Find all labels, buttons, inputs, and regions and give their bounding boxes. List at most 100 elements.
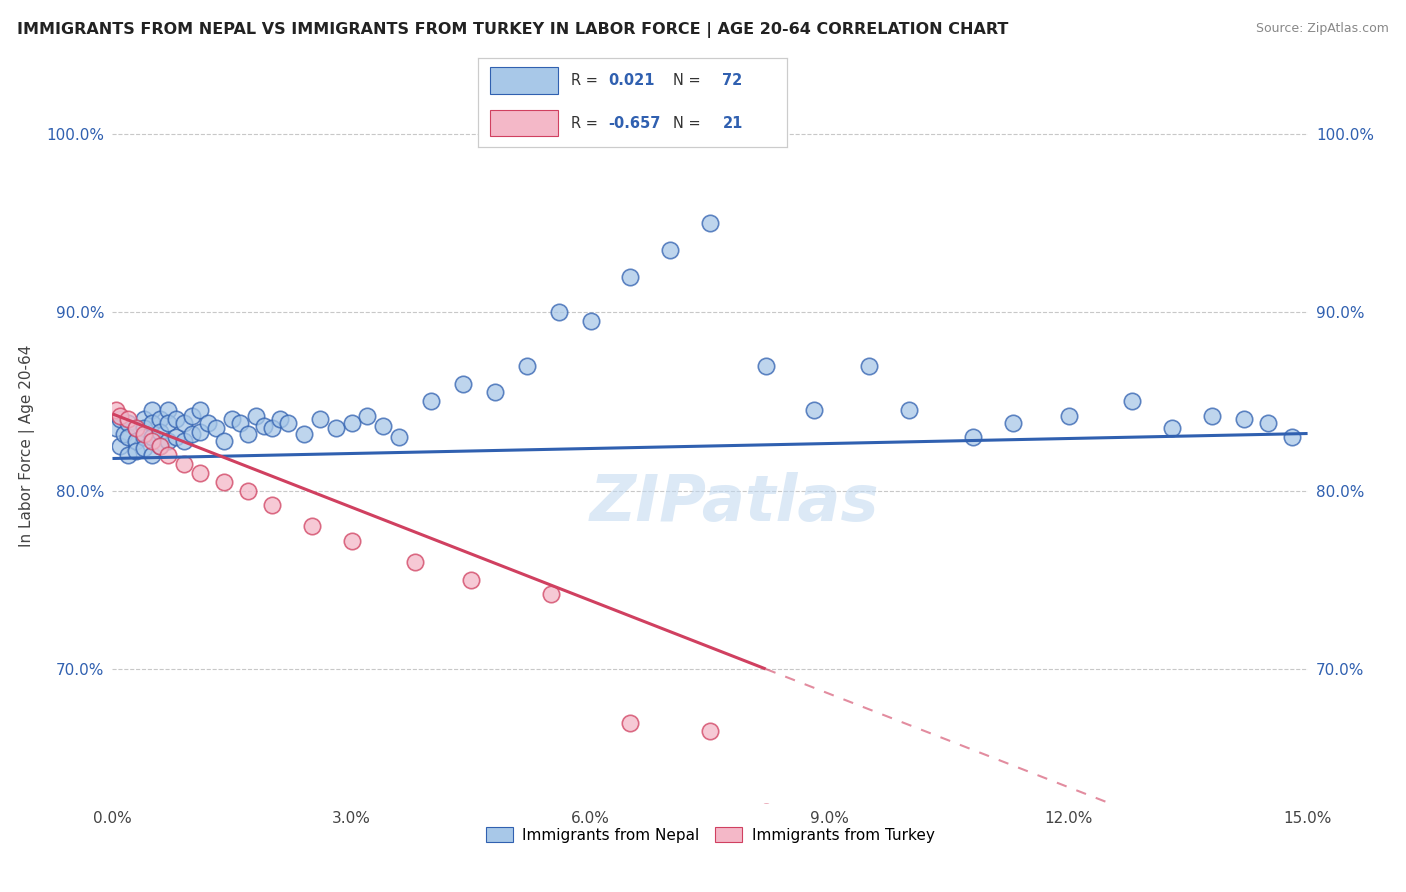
Point [388,430,411,444]
Point [1161,421,1184,435]
Point [1201,409,1223,423]
Point [149,439,172,453]
Text: 21: 21 [723,116,742,130]
Point [619,269,641,284]
Point [962,430,984,444]
Point [125,421,148,435]
Point [858,359,880,373]
Point [1281,430,1303,444]
Bar [491,67,558,94]
Point [540,587,562,601]
Text: R =: R = [571,116,598,130]
Text: 0.021: 0.021 [607,73,654,87]
Point [659,243,682,257]
Text: R =: R = [571,73,598,87]
Point [134,430,156,444]
Point [157,403,180,417]
Point [157,434,180,448]
Point [460,573,482,587]
Point [114,426,135,441]
Point [117,430,139,444]
Point [141,416,163,430]
Point [141,430,163,444]
Text: Source: ZipAtlas.com: Source: ZipAtlas.com [1256,22,1389,36]
Point [165,412,187,426]
Point [579,314,602,328]
Point [205,421,228,435]
Legend: Immigrants from Nepal, Immigrants from Turkey: Immigrants from Nepal, Immigrants from T… [479,821,941,848]
Point [134,412,156,426]
Point [141,403,163,417]
Point [181,409,204,423]
Point [1121,394,1143,409]
Point [134,441,156,455]
Point [619,715,641,730]
Point [245,409,267,423]
Point [110,412,132,426]
Point [260,498,283,512]
Point [755,805,778,819]
Point [484,385,506,400]
Point [141,448,163,462]
Point [125,434,148,448]
Point [221,412,243,426]
Point [149,439,172,453]
Point [110,439,132,453]
Point [236,426,259,441]
Point [277,416,299,430]
Point [1057,409,1080,423]
Point [212,434,235,448]
Point [1001,416,1024,430]
Text: ZIPatlas: ZIPatlas [589,472,879,534]
Point [105,421,128,435]
Point [125,421,148,435]
Point [212,475,235,489]
Point [404,555,426,569]
Point [134,426,156,441]
Point [236,483,259,498]
Point [755,359,778,373]
Point [188,403,211,417]
Text: N =: N = [673,73,700,87]
Y-axis label: In Labor Force | Age 20-64: In Labor Force | Age 20-64 [20,345,35,547]
Point [260,421,283,435]
Point [181,426,204,441]
Point [188,466,211,480]
Point [141,434,163,448]
Point [173,457,195,471]
Point [547,305,569,319]
Point [149,412,172,426]
Point [188,425,211,439]
Point [197,416,219,430]
Point [1257,416,1279,430]
Point [699,724,721,739]
Point [373,419,395,434]
Point [110,409,132,423]
Point [173,416,195,430]
Text: IMMIGRANTS FROM NEPAL VS IMMIGRANTS FROM TURKEY IN LABOR FORCE | AGE 20-64 CORRE: IMMIGRANTS FROM NEPAL VS IMMIGRANTS FROM… [17,22,1008,38]
Point [157,448,180,462]
Point [699,216,721,230]
Point [451,376,474,391]
Bar [491,110,558,136]
Point [898,403,921,417]
Text: 72: 72 [723,73,742,87]
Point [229,416,252,430]
Point [149,425,172,439]
Point [117,448,139,462]
Point [803,403,825,417]
Point [325,421,347,435]
Point [340,533,363,548]
Point [420,394,443,409]
Point [125,444,148,458]
Point [516,359,538,373]
Point [253,419,276,434]
Point [165,430,187,444]
Text: -0.657: -0.657 [607,116,661,130]
Text: N =: N = [673,116,700,130]
Point [356,409,378,423]
Point [308,412,330,426]
Point [292,426,315,441]
Point [340,416,363,430]
Point [173,434,195,448]
